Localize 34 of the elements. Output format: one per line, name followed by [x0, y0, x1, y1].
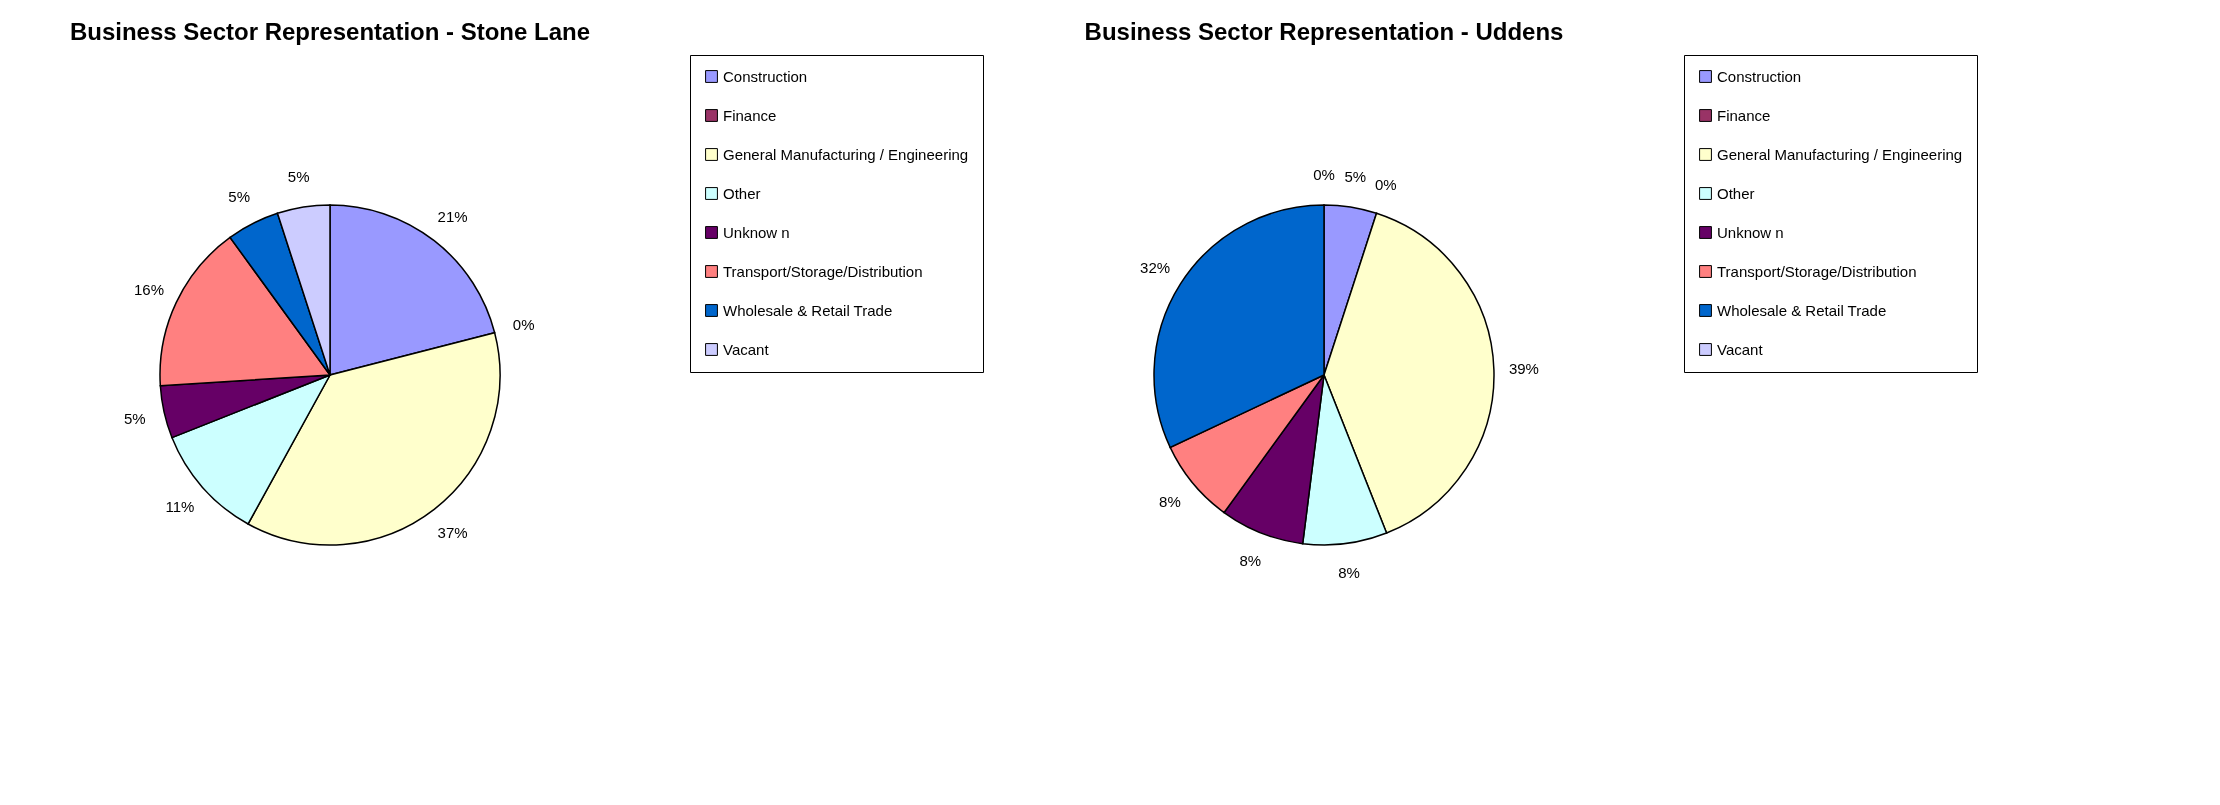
text: 0%	[512, 316, 535, 334]
text: 0%	[1374, 175, 1397, 193]
legend-label: Vacant	[1717, 340, 1764, 358]
legend-label: Transport/Storage/Distribution	[1717, 262, 1917, 280]
text: 0%	[1313, 166, 1335, 183]
data-label: 37%	[437, 524, 468, 542]
data-label: 39%	[1508, 359, 1539, 377]
legend-label: Wholesale & Retail Trade	[1717, 301, 1887, 319]
legend-label: Vacant	[723, 340, 770, 358]
chart-title: Business Sector Representation - Stone Lane	[69, 17, 591, 45]
legend-label: Unknow n	[723, 223, 790, 241]
legend-label: Finance	[723, 106, 777, 124]
data-label: 5%	[1344, 168, 1367, 186]
chart-title: Business Sector Representation - Uddens	[1084, 17, 1564, 45]
data-label: 11%	[165, 498, 195, 516]
data-label: 5%	[123, 409, 146, 427]
data-label: 16%	[134, 280, 165, 298]
legend-label: Transport/Storage/Distribution	[723, 262, 923, 280]
data-label: 8%	[1239, 551, 1262, 569]
data-label: 21%	[437, 207, 468, 225]
legend-label: Wholesale & Retail Trade	[723, 301, 893, 319]
data-label: 8%	[1338, 564, 1360, 582]
legend-label: Construction	[723, 67, 808, 85]
legend-label: Other	[723, 184, 761, 202]
legend-label: Other	[1717, 184, 1755, 202]
legend-label: General Manufacturing / Engineering	[723, 145, 969, 163]
legend-label: Unknow n	[1717, 223, 1784, 241]
data-label: 5%	[228, 187, 251, 205]
data-label: 32%	[1140, 258, 1171, 276]
legend-label: Construction	[1717, 67, 1802, 85]
data-label: 5%	[287, 168, 310, 186]
legend-label: General Manufacturing / Engineering	[1717, 145, 1963, 163]
legend-label: Finance	[1717, 106, 1771, 124]
data-label: 8%	[1159, 493, 1181, 511]
